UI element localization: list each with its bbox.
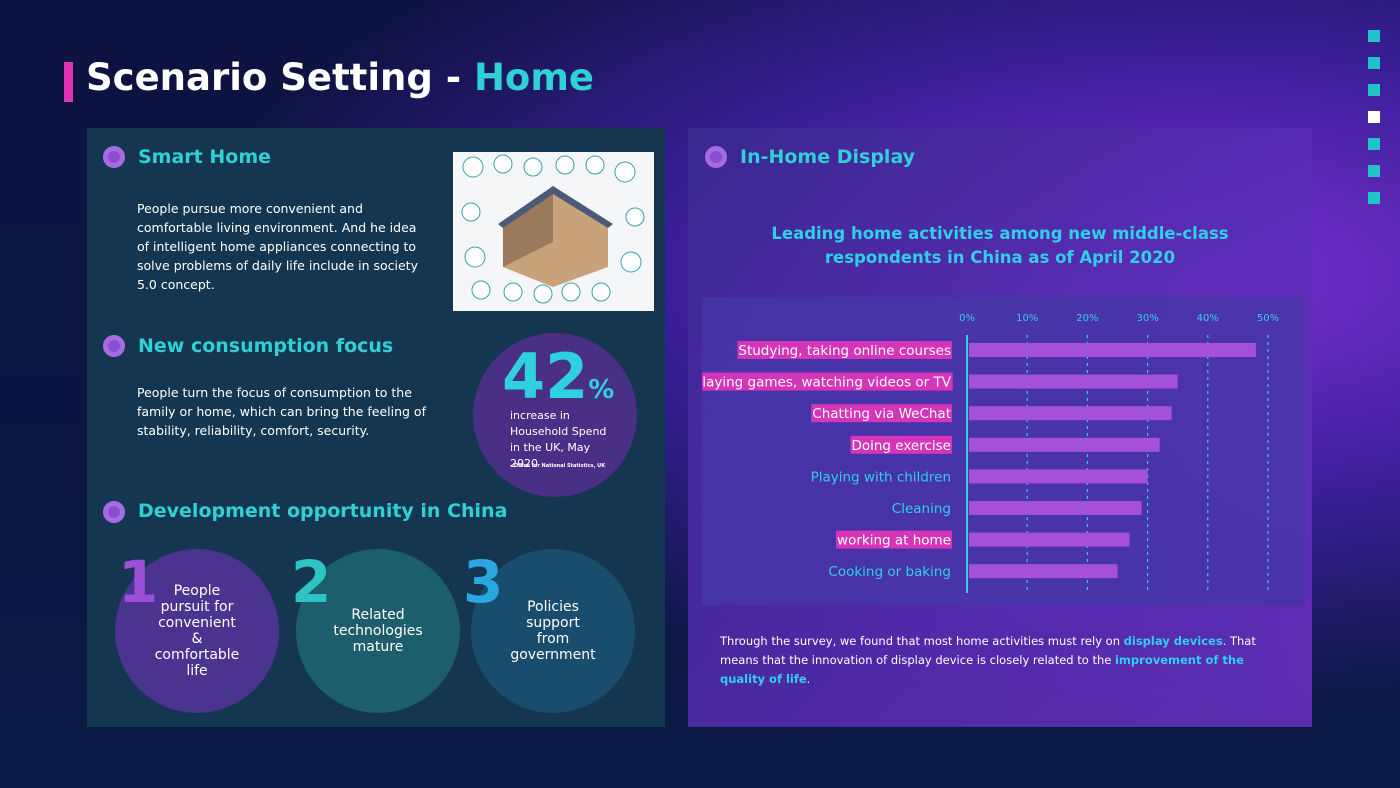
- section-body: People turn the focus of consumption to …: [137, 385, 426, 438]
- stat-circle: [473, 333, 637, 497]
- summary-text: . That means that the innovation of disp…: [720, 634, 1256, 667]
- label-highlight: [850, 435, 952, 454]
- category-label: Cooking or baking: [828, 564, 951, 580]
- y-tick-label: Cleaning: [892, 501, 951, 517]
- x-tick-label: 30%: [1136, 313, 1158, 324]
- bar: [969, 564, 1118, 579]
- label-highlight: [836, 530, 952, 549]
- bar: [969, 374, 1178, 389]
- chart: 0% 10% 20% 30% 40% 50% Studying, taking online…: [702, 313, 1279, 593]
- category-label: Cleaning: [892, 501, 951, 517]
- y-tick-label: Chatting via WeChat: [812, 406, 951, 422]
- label-highlight: [811, 404, 952, 423]
- category-label: working at home: [836, 530, 952, 549]
- bar: [969, 501, 1142, 515]
- section-heading: Smart Home: [138, 146, 272, 168]
- bar: [969, 469, 1148, 484]
- section-heading: New consumption focus: [138, 335, 394, 357]
- stat-caption: increase in Household Spend in the UK, M…: [510, 409, 607, 470]
- y-tick-label: working at home: [837, 533, 951, 549]
- chart-title: Leading home activities among new middle…: [771, 224, 1229, 267]
- x-tick-label: 0%: [959, 313, 975, 324]
- item-text: People pursuit for convenient & comforta…: [154, 583, 240, 679]
- category-label: Chatting via WeChat: [811, 404, 952, 423]
- summary-text: Through the survey, we found that most h…: [720, 634, 1124, 648]
- title-text: Scenario Setting -: [86, 56, 474, 99]
- y-tick-label: Playing games, watching videos or TV: [702, 375, 952, 391]
- x-tick-label: 10%: [1016, 313, 1038, 324]
- stat-number: 42%: [502, 340, 614, 413]
- item-circle: Related technologies mature: [296, 549, 460, 713]
- slide-title: Scenario Setting - Home: [86, 56, 594, 99]
- item-circle: Policies support from government: [471, 549, 635, 713]
- section-body: People pursue more convenient and comfor…: [137, 201, 418, 292]
- label-highlight: [702, 372, 953, 391]
- y-tick-label: Doing exercise: [851, 438, 951, 454]
- summary-text: .: [806, 672, 811, 686]
- bar: [969, 437, 1160, 452]
- item-number: 2: [291, 548, 332, 616]
- section-icon: [103, 335, 125, 357]
- stat-unit: %: [588, 375, 615, 405]
- summary-highlight: improvement of the quality of life: [720, 653, 1244, 686]
- x-tick-label: 40%: [1197, 313, 1219, 324]
- label-highlight: [737, 341, 952, 359]
- category-label: Playing games, watching videos or TV: [702, 372, 953, 391]
- bar: [969, 343, 1256, 357]
- summary-highlight: display devices: [1123, 634, 1223, 648]
- y-tick-label: Cooking or baking: [828, 564, 951, 580]
- category-label: Studying, taking online courses: [737, 341, 952, 359]
- section-heading: In-Home Display: [740, 146, 916, 168]
- section-heading: Development opportunity in China: [138, 500, 508, 522]
- title-bar: [64, 62, 73, 102]
- smart-home-image: [453, 152, 654, 311]
- section-icon: [103, 501, 125, 523]
- x-tick-label: 50%: [1257, 313, 1279, 324]
- section-icon: [103, 146, 125, 168]
- summary: Through the survey, we found that most h…: [720, 632, 1290, 689]
- title-highlight: Home: [473, 56, 595, 99]
- x-tick-label: 20%: [1076, 313, 1098, 324]
- category-label: Playing with children: [811, 469, 951, 485]
- item-text: Related technologies mature: [333, 607, 423, 655]
- item-number: 3: [463, 548, 504, 616]
- decor-squares: [1368, 30, 1380, 204]
- item-circle: People pursuit for convenient & comforta…: [115, 549, 279, 713]
- bar: [969, 532, 1130, 547]
- stat-value: 42: [502, 340, 589, 413]
- item-text: Policies support from government: [510, 599, 596, 663]
- stat-source: - Office for National Statistics, UK: [510, 463, 606, 469]
- item-number: 1: [118, 548, 159, 616]
- bar: [969, 406, 1172, 421]
- section-icon: [705, 146, 727, 168]
- y-tick-label: Playing with children: [811, 469, 951, 485]
- y-tick-label: Studying, taking online courses: [738, 343, 951, 359]
- category-label: Doing exercise: [850, 435, 952, 454]
